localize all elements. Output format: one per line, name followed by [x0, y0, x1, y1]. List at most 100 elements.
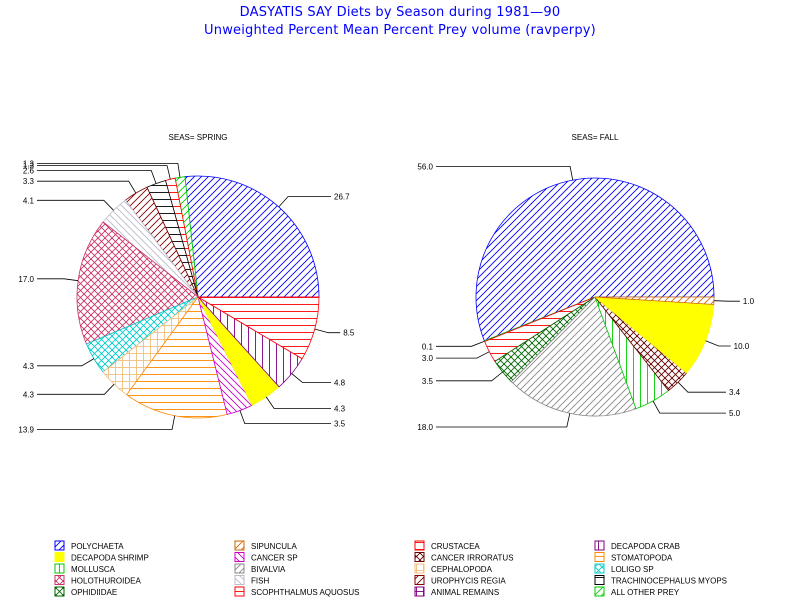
legend-swatch: [54, 586, 65, 597]
legend-swatch: [414, 563, 425, 574]
leader-line: [37, 180, 137, 194]
legend-swatch: [594, 540, 605, 551]
slice-label-bivalvia: 18.0: [417, 423, 433, 432]
legend-label: CRUSTACEA: [431, 542, 480, 551]
legend-item-cancer-sp: CANCER SP: [234, 552, 298, 563]
pie-slice-crustacea: [196, 296, 320, 360]
legend-swatch: [414, 540, 425, 551]
legend-item-ophidiidae: OPHIDIIDAE: [54, 586, 117, 597]
legend-label: UROPHYCIS REGIA: [431, 577, 506, 586]
pie-slice-bivalvia: [510, 296, 637, 417]
legend-swatch: [414, 552, 425, 562]
legend-swatch: [54, 575, 65, 585]
leader-line: [677, 381, 726, 393]
legend-label: HOLOTHUROIDEA: [71, 577, 141, 586]
legend-label: STOMATOPODA: [611, 554, 673, 563]
slice-label-decapoda-shrimp: 4.3: [334, 404, 346, 413]
legend-item-decapoda-shrimp: DECAPODA SHRIMP: [54, 552, 149, 563]
legend-label: OPHIDIIDAE: [71, 588, 117, 597]
slice-label-cancer-sp: 3.5: [334, 420, 346, 429]
legend-swatch: [414, 586, 425, 597]
legend-swatch: [594, 552, 605, 562]
legend-item-polychaeta: POLYCHAETA: [54, 540, 124, 551]
slice-label-all-other-prey: 1.3: [23, 160, 35, 169]
slice-label-fish: 4.1: [23, 196, 35, 205]
legend-label: SCOPHTHALMUS AQUOSUS: [251, 588, 359, 597]
legend-item-fish: FISH: [234, 575, 269, 586]
pie-slice-polychaeta: [184, 175, 320, 298]
leader-line: [265, 396, 331, 409]
legend-label: DECAPODA CRAB: [611, 542, 680, 551]
legend-item-bivalvia: BIVALVIA: [234, 563, 286, 574]
legend-item-holothuroidea: HOLOTHUROIDEA: [54, 575, 141, 586]
legend-label: CEPHALOPODA: [431, 565, 493, 574]
slice-label-scophthalmus-aquosus: 3.0: [422, 354, 434, 363]
legend-item-all-other-prey: ALL OTHER PREY: [594, 586, 680, 597]
pie-title: SEAS= SPRING: [169, 133, 228, 142]
legend-item-loligo-sp: LOLIGO SP: [594, 563, 654, 574]
legend-swatch: [594, 563, 605, 574]
legend-swatch: [234, 540, 245, 551]
legend-swatch: [54, 563, 65, 574]
pie-slice-holothuroidea: [76, 221, 199, 345]
pies-group: SEAS= SPRING26.71.31.32.63.34.117.04.34.…: [18, 133, 754, 434]
slice-label-cephalopoda: 4.3: [23, 390, 35, 399]
leader-line: [713, 300, 740, 302]
chart-title: DASYATIS SAY Diets by Season during 1981…: [239, 5, 561, 20]
leader-line: [37, 165, 171, 180]
leader-line: [37, 163, 181, 178]
legend-item-decapoda-crab: DECAPODA CRAB: [594, 540, 680, 551]
legend-item-animal-remains: ANIMAL REMAINS: [414, 586, 499, 597]
leader-line: [436, 165, 574, 181]
legend-swatch: [594, 575, 605, 585]
legend-swatch: [414, 575, 425, 585]
chart-subtitle: Unweighted Percent Mean Percent Prey vol…: [204, 23, 596, 38]
leader-line: [436, 371, 503, 382]
leader-line: [436, 413, 571, 428]
legend-swatch: [594, 586, 605, 597]
leader-line: [37, 199, 114, 211]
legend-label: LOLIGO SP: [611, 565, 654, 574]
slice-label-stomatopoda: 13.9: [18, 425, 34, 434]
leader-line: [436, 340, 485, 347]
legend-swatch: [54, 540, 65, 551]
legend-label: MOLLUSCA: [71, 565, 116, 574]
leader-line: [705, 340, 731, 347]
slice-label-scophthalmus-aquosus: 1.3: [23, 162, 35, 171]
slice-label-mollusca: 5.0: [729, 409, 741, 418]
leader-line: [652, 400, 726, 414]
leader-line: [278, 196, 331, 208]
pie-title: SEAS= FALL: [572, 133, 619, 142]
pie-slice-decapoda-shrimp: [593, 296, 715, 374]
legend-item-crustacea: CRUSTACEA: [414, 540, 480, 551]
legend-label: DECAPODA SHRIMP: [71, 554, 149, 563]
legend-swatch: [234, 586, 245, 597]
legend-swatch: [234, 563, 245, 574]
leader-line: [291, 373, 331, 383]
legend-item-cancer-irroratus: CANCER IRRORATUS: [414, 552, 514, 563]
pie-slice-polychaeta: [475, 177, 715, 342]
slice-label-cancer-irroratus: 3.4: [729, 388, 741, 397]
leader-line: [436, 351, 490, 359]
legend-label: CANCER SP: [251, 554, 298, 563]
pie-seas-fall: SEAS= FALL 56.0 0.1 3.0 3.5 18.0 5.0 3.4 10.0 1.0: [417, 133, 754, 432]
legend-label: POLYCHAETA: [71, 542, 124, 551]
legend-item-scophthalmus-aquosus: SCOPHTHALMUS AQUOSUS: [234, 586, 359, 597]
leader-line: [37, 169, 157, 184]
slice-label-ophidiidae: 3.5: [422, 377, 434, 386]
pie-seas-spring: SEAS= SPRING26.71.31.32.63.34.117.04.34.…: [18, 133, 354, 434]
slice-label-polychaeta: 26.7: [334, 193, 350, 202]
legend-label: CANCER IRRORATUS: [431, 554, 514, 563]
legend-label: FISH: [251, 577, 269, 586]
legend-item-trachinocephalus-myops: TRACHINOCEPHALUS MYOPS: [594, 575, 727, 586]
legend-label: SIPUNCULA: [251, 542, 297, 551]
legend-item-sipuncula: SIPUNCULA: [234, 540, 297, 551]
slice-label-loligo-sp: 4.3: [23, 362, 35, 371]
legend-label: ALL OTHER PREY: [611, 588, 680, 597]
legend: POLYCHAETA SIPUNCULA CRUSTACEA DECAPODA CRA…: [54, 540, 727, 597]
slice-label-sipuncula: 1.0: [743, 297, 755, 306]
slice-label-holothuroidea: 17.0: [18, 275, 34, 284]
legend-label: ANIMAL REMAINS: [431, 588, 499, 597]
legend-item-stomatopoda: STOMATOPODA: [594, 552, 673, 563]
